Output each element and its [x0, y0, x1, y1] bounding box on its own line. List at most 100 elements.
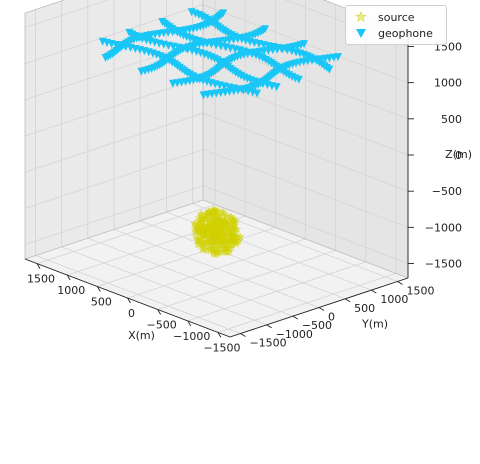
pane-edge [24, 0, 66, 14]
geophone-triangle-marker-icon [352, 27, 370, 39]
geophone-point [272, 83, 281, 92]
geophone-point [219, 9, 228, 18]
geophone-point [159, 40, 168, 49]
source-point [195, 220, 205, 229]
y-tick-label: −1000 [276, 328, 313, 341]
geophone-point [131, 44, 140, 53]
source-point [198, 213, 207, 222]
source-point [218, 231, 227, 240]
source-point [204, 242, 213, 251]
source-point [193, 233, 203, 242]
source-point [230, 221, 239, 230]
source-point [222, 225, 231, 234]
source-point [204, 229, 214, 238]
geophone-point [107, 39, 116, 48]
geophone-point [216, 42, 225, 51]
source-point [216, 236, 225, 245]
z-tick-label: −1500 [425, 258, 462, 271]
source-point [211, 224, 220, 233]
source-point [203, 214, 212, 223]
source-point [220, 244, 229, 253]
geophone-point [215, 81, 224, 90]
x-tick [187, 320, 192, 327]
y-tick [344, 298, 351, 303]
x-tick [127, 297, 131, 304]
geophone-point [254, 40, 263, 49]
source-point [219, 211, 228, 220]
x-tick-label: −500 [147, 318, 177, 331]
source-point [235, 232, 245, 241]
geophone-point [259, 41, 268, 50]
source-series [189, 204, 245, 259]
geophone-point [112, 41, 121, 50]
geophone-point [135, 46, 144, 55]
geophone-point [140, 47, 149, 56]
source-point [204, 207, 213, 216]
source-point [212, 249, 221, 259]
source-point [200, 244, 209, 253]
source-point [218, 231, 227, 240]
source-point [228, 225, 237, 234]
legend-label-geophone: geophone [378, 26, 433, 40]
z-tick-label: 1000 [434, 77, 462, 90]
y-tick-label: −1500 [249, 337, 286, 350]
source-point [205, 244, 215, 253]
y-tick [371, 289, 377, 294]
geophone-point [334, 53, 343, 62]
source-point [198, 226, 207, 235]
geophone-point [164, 41, 173, 50]
source-point [192, 235, 202, 244]
y-tick-label: 500 [354, 302, 375, 315]
source-point [231, 216, 241, 225]
source-point [192, 225, 201, 234]
source-point [232, 239, 241, 248]
x-tick-label: 1500 [27, 273, 55, 286]
geophone-point [125, 28, 134, 37]
source-point [204, 237, 213, 246]
source-point [210, 226, 220, 235]
legend: source geophone [345, 5, 447, 45]
source-point [227, 240, 236, 249]
source-star-marker-icon [352, 11, 370, 23]
source-point [224, 216, 234, 225]
source-point [228, 231, 238, 240]
geophone-point [235, 46, 244, 55]
z-axis-label: Z(m) [445, 148, 472, 161]
geophone-point [187, 8, 196, 17]
source-point [200, 229, 210, 238]
source-point [225, 238, 234, 247]
source-point [213, 211, 223, 220]
legend-label-source: source [378, 10, 415, 24]
source-point [197, 218, 206, 227]
z-tick-label: 0 [455, 149, 462, 162]
geophone-series [98, 8, 343, 100]
pane-edge [202, 199, 409, 279]
geophone-point [267, 82, 276, 91]
source-point [216, 235, 225, 244]
source-point [226, 227, 236, 236]
legend-item-source: source [352, 9, 440, 25]
source-point [208, 246, 217, 255]
z-tick-label: −500 [432, 185, 462, 198]
x-tick [157, 309, 162, 315]
x-tick [217, 332, 222, 338]
source-point [219, 240, 228, 249]
geophone-point [221, 43, 230, 52]
source-point [194, 240, 203, 249]
geophone-point [169, 42, 178, 51]
y-axis-label: Y(m) [361, 318, 388, 331]
geophone-point [225, 83, 234, 92]
y-tick [240, 333, 246, 337]
source-point [196, 209, 206, 218]
y-tick [292, 315, 299, 320]
y-tick [266, 324, 272, 329]
geophone-point [158, 17, 167, 26]
source-point [213, 243, 222, 252]
y-tick [397, 281, 403, 285]
geophone-point [226, 44, 235, 53]
y-tick [318, 307, 325, 311]
x-tick-label: 500 [91, 296, 112, 309]
